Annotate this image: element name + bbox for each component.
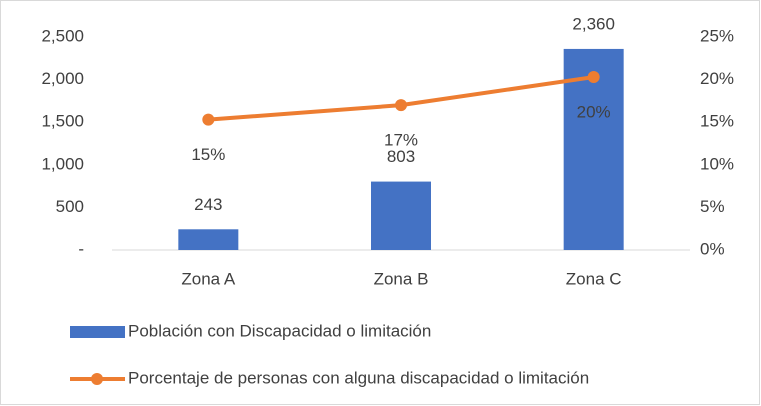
y2-tick-label: 20% (700, 69, 734, 88)
y-tick-label: 1,500 (41, 112, 84, 131)
line-value-label: 20% (577, 103, 611, 122)
line-marker (202, 113, 215, 126)
x-tick-label: Zona A (181, 269, 236, 288)
bar (178, 229, 239, 250)
y-tick-label: 2,000 (41, 69, 84, 88)
line-value-label: 17% (384, 131, 418, 150)
bar-value-label: 243 (194, 195, 222, 214)
legend-marker (91, 373, 103, 385)
bar (371, 181, 431, 250)
y-tick-label: 2,500 (41, 26, 84, 45)
line-value-label: 15% (191, 145, 225, 164)
line-marker (395, 99, 407, 112)
legend-swatch (70, 326, 125, 338)
bar-value-label: 2,360 (572, 14, 615, 33)
y2-tick-label: 10% (700, 154, 734, 173)
line-marker (587, 71, 600, 84)
y2-tick-label: 5% (700, 197, 725, 216)
bar-value-label: 803 (387, 147, 415, 166)
y-tick-label: - (78, 239, 84, 258)
legend-label: Población con Discapacidad o limitación (128, 321, 431, 340)
y2-tick-label: 25% (700, 26, 734, 45)
y2-tick-label: 0% (700, 239, 725, 258)
x-tick-label: Zona B (374, 269, 429, 288)
y2-tick-label: 15% (700, 112, 734, 131)
y-tick-label: 500 (56, 197, 84, 216)
legend-label: Porcentaje de personas con alguna discap… (128, 368, 589, 387)
y-tick-label: 1,000 (41, 154, 84, 173)
x-tick-label: Zona C (566, 269, 622, 288)
